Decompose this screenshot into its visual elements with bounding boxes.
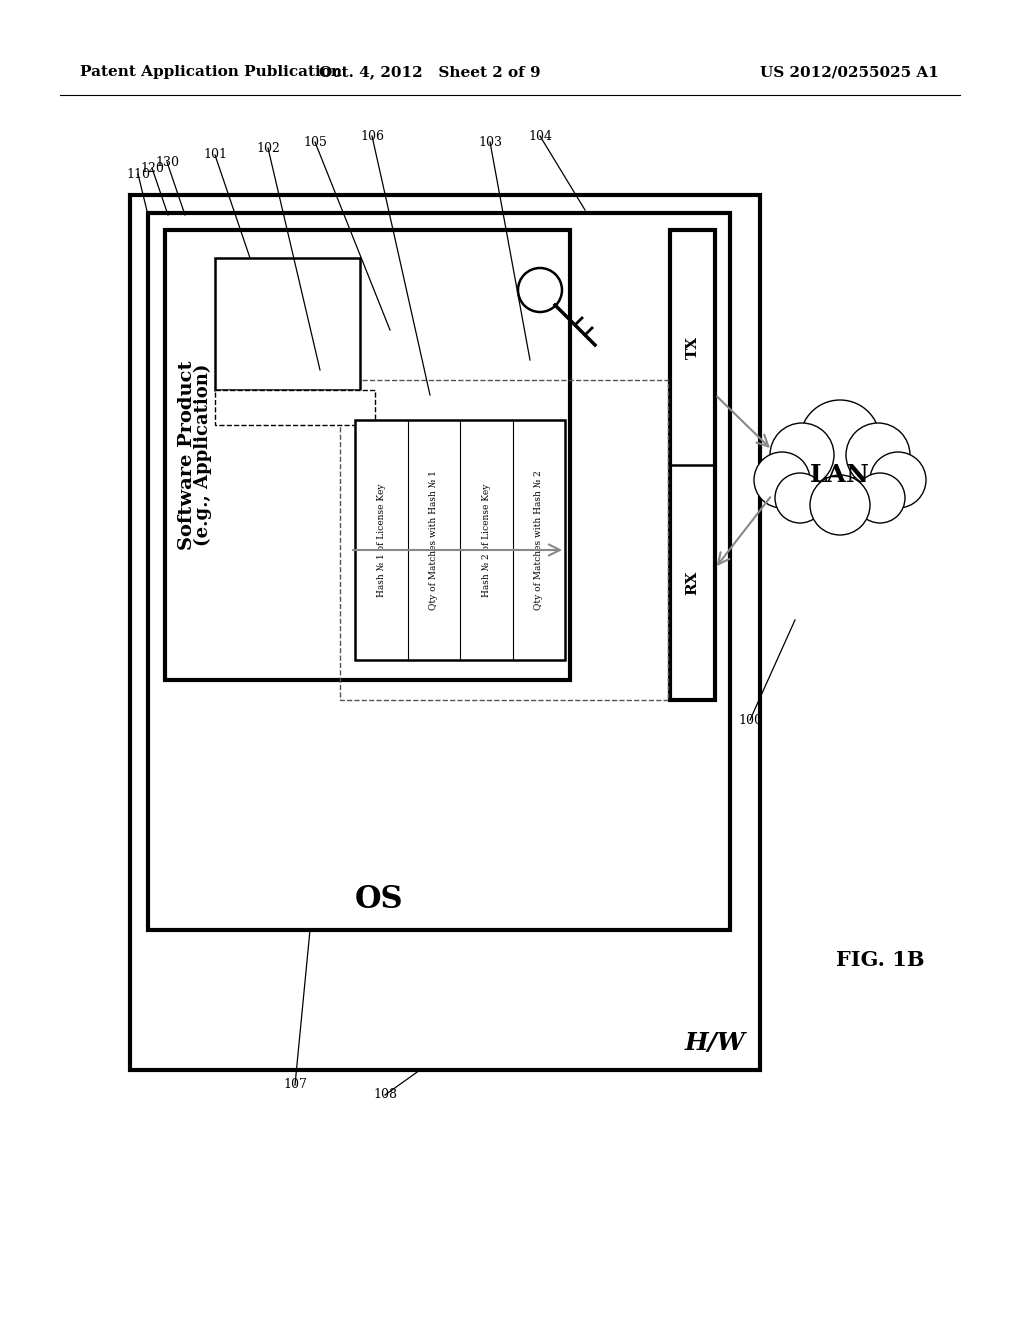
Text: Hash № 2 of License Key: Hash № 2 of License Key [481, 483, 490, 597]
Text: 101: 101 [203, 149, 227, 161]
Text: OS: OS [354, 884, 403, 916]
Circle shape [810, 475, 870, 535]
Text: 108: 108 [373, 1089, 397, 1101]
Bar [670, 230, 715, 700]
Circle shape [518, 268, 562, 312]
Bar [165, 230, 570, 680]
Text: 100: 100 [738, 714, 762, 726]
Text: Hash № 1 of License Key: Hash № 1 of License Key [377, 483, 386, 597]
Text: Software Product: Software Product [178, 360, 196, 549]
Text: Patent Application Publication: Patent Application Publication [80, 65, 342, 79]
Text: H/W: H/W [684, 1031, 745, 1055]
Text: 110: 110 [126, 168, 150, 181]
Text: Qty of Matches with Hash № 1: Qty of Matches with Hash № 1 [429, 470, 438, 610]
Text: 107: 107 [283, 1078, 307, 1092]
Bar [340, 380, 668, 700]
Circle shape [754, 451, 810, 508]
Text: FIG. 1B: FIG. 1B [836, 950, 925, 970]
Bar [355, 420, 565, 660]
Text: 130: 130 [155, 156, 179, 169]
Text: LAN: LAN [810, 463, 870, 487]
Circle shape [846, 422, 910, 487]
Text: 106: 106 [360, 129, 384, 143]
Bar [215, 257, 360, 389]
Text: TX: TX [685, 335, 699, 359]
Text: 120: 120 [140, 161, 164, 174]
Circle shape [855, 473, 905, 523]
Bar [148, 213, 730, 931]
Circle shape [770, 422, 834, 487]
Text: Qty of Matches with Hash № 2: Qty of Matches with Hash № 2 [535, 470, 544, 610]
Circle shape [775, 473, 825, 523]
Text: (e.g., Application): (e.g., Application) [194, 364, 212, 546]
Text: 104: 104 [528, 129, 552, 143]
Text: 103: 103 [478, 136, 502, 149]
Circle shape [870, 451, 926, 508]
Bar [130, 195, 760, 1071]
Bar [215, 389, 375, 425]
Text: US 2012/0255025 A1: US 2012/0255025 A1 [760, 65, 939, 79]
Text: 102: 102 [256, 141, 280, 154]
Text: 105: 105 [303, 136, 327, 149]
Text: RX: RX [685, 570, 699, 595]
Circle shape [800, 400, 880, 480]
Text: Oct. 4, 2012   Sheet 2 of 9: Oct. 4, 2012 Sheet 2 of 9 [319, 65, 541, 79]
